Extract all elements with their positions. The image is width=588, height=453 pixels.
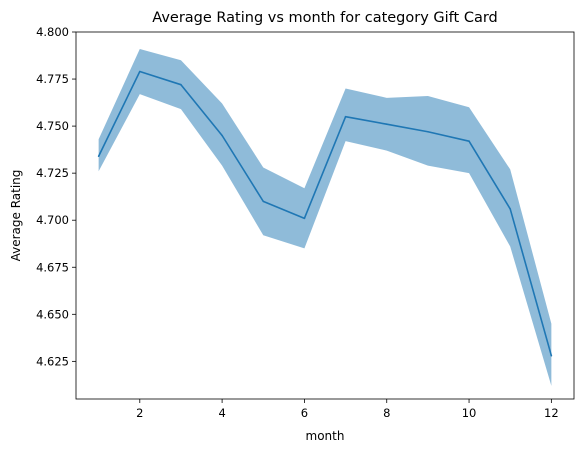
y-tick-label: 4.625	[36, 354, 69, 368]
data-point	[385, 123, 388, 126]
series-line	[97, 70, 553, 356]
y-tick-label: 4.775	[36, 72, 69, 86]
y-tick-label: 4.700	[36, 213, 69, 227]
x-tick-label: 6	[301, 406, 308, 420]
y-tick-label: 4.725	[36, 166, 69, 180]
data-point	[97, 155, 100, 158]
y-tick-label: 4.800	[36, 25, 69, 39]
series-line-layer	[97, 70, 553, 357]
confidence-band-layer	[98, 48, 552, 386]
y-axis-ticks: 4.625 4.650 4.675 4.700 4.725 4.750 4.775 4.800	[36, 25, 76, 368]
x-tick-label: 2	[136, 406, 143, 420]
confidence-band	[98, 48, 552, 386]
data-point	[550, 354, 553, 357]
data-point	[509, 208, 512, 210]
data-point	[303, 217, 306, 220]
plot-frame	[75, 31, 575, 400]
y-tick-label: 4.650	[36, 307, 69, 321]
data-point	[344, 115, 347, 118]
data-point	[262, 200, 265, 203]
x-tick-label: 12	[544, 406, 559, 420]
data-point	[221, 134, 223, 137]
y-axis-label: Average Rating	[9, 170, 23, 262]
data-point	[138, 70, 141, 73]
data-point	[468, 140, 470, 142]
data-point	[427, 130, 429, 133]
y-tick-label: 4.750	[36, 119, 69, 133]
x-tick-label: 4	[218, 406, 225, 420]
x-tick-label: 8	[383, 406, 390, 420]
x-tick-label: 10	[462, 406, 477, 420]
y-tick-label: 4.675	[36, 260, 69, 274]
x-axis-label: month	[306, 429, 345, 443]
x-axis-ticks: 2 4 6 8 10 12	[136, 399, 559, 420]
chart-title: Average Rating vs month for category Gif…	[152, 10, 498, 26]
data-point	[180, 83, 182, 86]
